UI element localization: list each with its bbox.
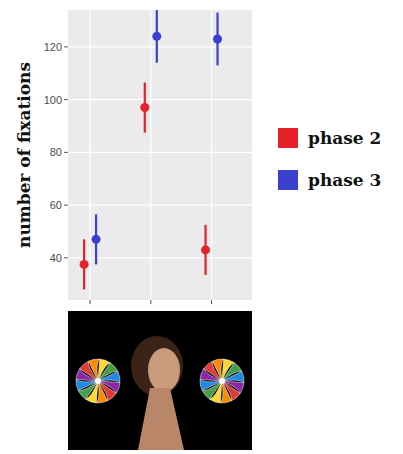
point: [152, 32, 161, 41]
y-grid-line: [68, 46, 252, 47]
point: [213, 35, 222, 44]
y-grid-line: [68, 99, 252, 100]
x-grid-line: [150, 10, 151, 300]
point: [201, 245, 210, 254]
spiral-segment: [212, 359, 223, 381]
point: [140, 103, 149, 112]
spiral-center: [219, 378, 225, 384]
y-tick: [64, 257, 68, 258]
marks: [80, 10, 222, 289]
spiral-segment: [200, 379, 222, 390]
y-tick: [64, 46, 68, 47]
x-tick: [90, 300, 91, 304]
plot-background: [68, 10, 252, 300]
legend-label: phase 3: [308, 170, 381, 190]
x-grid-line: [211, 10, 212, 300]
point: [80, 260, 89, 269]
spiral-segment: [76, 379, 98, 390]
y-grid-line: [68, 152, 252, 153]
spiral-segment: [98, 371, 120, 382]
hair: [131, 336, 183, 396]
y-axis-title: number of fixations: [14, 62, 34, 248]
spiral-center: [95, 378, 101, 384]
face: [148, 348, 180, 392]
legend-swatch: [278, 170, 298, 190]
spiral-segment: [222, 371, 244, 382]
x-tick: [150, 300, 151, 304]
spiral-segment: [88, 359, 99, 381]
y-tick-label: 100: [44, 94, 62, 106]
y-tick: [64, 99, 68, 100]
spiral-segment: [222, 381, 244, 393]
legend-label: phase 2: [308, 128, 381, 148]
x-grid-line: [89, 10, 90, 300]
y-tick-label: 80: [50, 146, 62, 158]
spiral-segment: [98, 381, 120, 393]
y-tick-label: 60: [50, 199, 62, 211]
x-tick: [211, 300, 212, 304]
y-tick-label: 40: [50, 252, 62, 264]
y-tick-label: 120: [44, 41, 62, 53]
legend-swatch: [278, 128, 298, 148]
y-tick: [64, 152, 68, 153]
point: [92, 235, 101, 244]
y-tick: [64, 205, 68, 206]
y-grid-line: [68, 204, 252, 205]
stimulus-image: [68, 311, 252, 450]
neck: [138, 388, 184, 450]
